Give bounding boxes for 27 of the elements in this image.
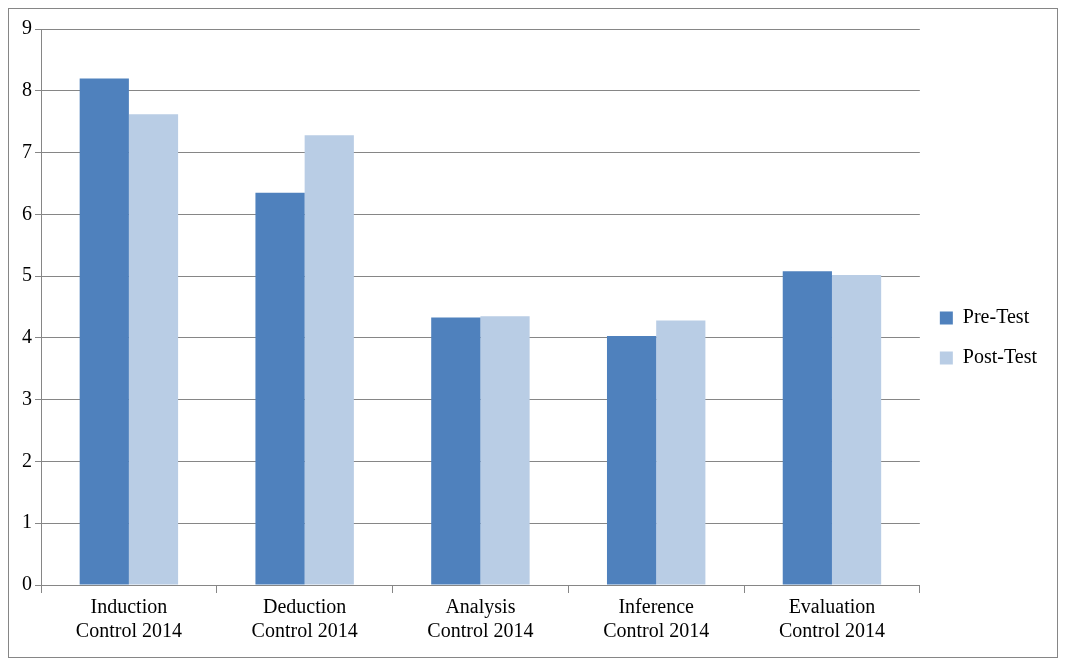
x-tick-label: Induction Control 2014 [75,595,182,642]
legend-label: Pre-Test [962,305,1030,328]
legend-label: Post-Test [962,345,1038,368]
y-tick-label: 5 [22,263,32,286]
y-tick-label: 0 [22,572,32,595]
x-tick-label: Evaluation Control 2014 [778,595,886,642]
bar [304,135,354,585]
bar [606,336,657,585]
bar [431,317,481,585]
bar [782,271,832,585]
y-tick-label: 9 [22,16,32,39]
bar [255,192,305,585]
bar [480,316,530,585]
y-tick-label: 8 [22,78,32,101]
bar [128,114,179,585]
bar [831,274,882,585]
y-tick-label: 2 [22,448,32,471]
x-tick-label: Inference Control 2014 [603,595,710,642]
y-tick-label: 7 [22,139,32,162]
bar [79,78,129,585]
x-tick-label: Deduction Control 2014 [251,595,358,642]
x-tick-label: Analysis Control 2014 [427,595,534,642]
y-tick-label: 4 [22,325,32,348]
y-tick-label: 1 [22,510,32,533]
bar [656,320,706,585]
y-tick-label: 3 [22,386,32,409]
y-tick-label: 6 [22,201,32,224]
